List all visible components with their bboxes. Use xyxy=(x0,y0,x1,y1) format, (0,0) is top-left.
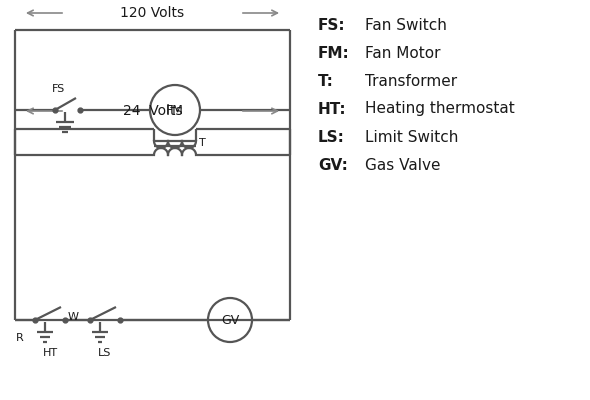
Text: LS:: LS: xyxy=(318,130,345,144)
Text: FM: FM xyxy=(166,104,184,116)
Text: T:: T: xyxy=(318,74,334,88)
Text: Limit Switch: Limit Switch xyxy=(365,130,458,144)
Text: Transformer: Transformer xyxy=(365,74,457,88)
Text: 120 Volts: 120 Volts xyxy=(120,6,185,20)
Text: HT: HT xyxy=(42,348,58,358)
Text: Fan Motor: Fan Motor xyxy=(365,46,441,60)
Text: Gas Valve: Gas Valve xyxy=(365,158,441,172)
Text: Heating thermostat: Heating thermostat xyxy=(365,102,514,116)
Text: LS: LS xyxy=(99,348,112,358)
Text: FS:: FS: xyxy=(318,18,346,32)
Text: GV: GV xyxy=(221,314,239,326)
Text: FS: FS xyxy=(52,84,65,94)
Text: W: W xyxy=(68,312,79,322)
Text: 24  Volts: 24 Volts xyxy=(123,104,182,118)
Text: R: R xyxy=(16,333,24,343)
Text: HT:: HT: xyxy=(318,102,347,116)
Text: T: T xyxy=(199,138,206,148)
Text: GV:: GV: xyxy=(318,158,348,172)
Text: Fan Switch: Fan Switch xyxy=(365,18,447,32)
Text: FM:: FM: xyxy=(318,46,350,60)
